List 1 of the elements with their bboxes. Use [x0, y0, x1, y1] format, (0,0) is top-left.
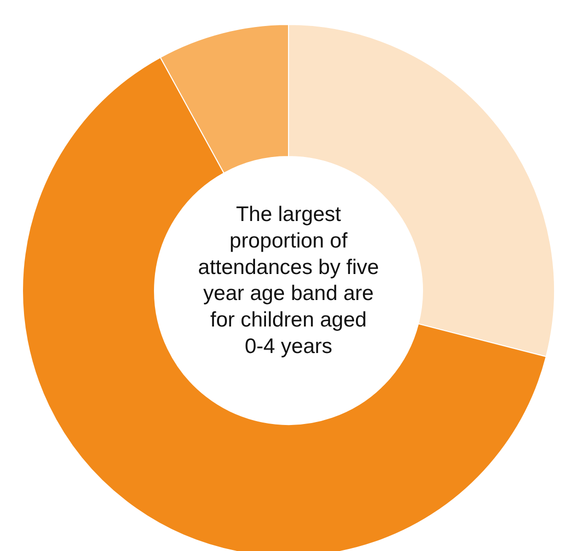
text: The largest proportion of attendances by five year age band are for children aged 0-4 years [198, 202, 379, 358]
